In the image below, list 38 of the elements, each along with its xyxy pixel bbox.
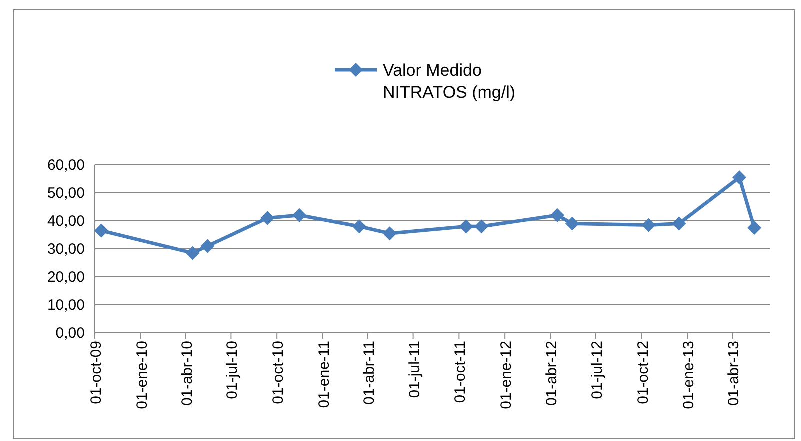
point [474,220,489,234]
legend-label: Valor Medido NITRATOS (mg/l) [383,61,516,102]
point [200,239,215,254]
y-tick-label: 50,00 [47,185,85,202]
x-tick-label: 01-ene-12 [498,341,516,410]
point [642,218,656,232]
point [672,216,686,231]
x-tick-label: 01-oct-09 [88,341,105,404]
point [748,221,762,235]
point [565,216,580,231]
y-tick-label: 20,00 [47,269,85,286]
point [550,208,564,222]
point [459,220,474,234]
x-tick-label: 01-abr-13 [726,341,743,406]
x-tick-label: 01-ene-13 [680,341,698,410]
x-tick-label: 01-oct-10 [270,341,288,404]
point [260,211,275,226]
x-tick-label: 01-jul-11 [406,341,424,398]
x-tick-label: 01-jul-12 [588,341,606,400]
point [352,220,366,234]
x-tick-label: 01-jul-10 [224,341,242,400]
y-tick-label: 30,00 [47,241,85,258]
y-tick-label: 60,00 [47,157,85,174]
x-tick-label: 01-ene-11 [316,341,333,408]
point [186,246,200,260]
x-tick-label: 01-abr-10 [178,341,196,406]
point [94,224,108,238]
x-tick-label: 01-abr-12 [543,341,560,406]
x-tick-label: 01-oct-11 [452,341,470,404]
point [732,170,747,185]
x-tick-label: 01-oct-12 [634,341,652,404]
point [292,208,307,222]
x-tick-label: 01-ene-10 [134,341,151,410]
point [382,226,397,241]
y-tick-label: 0,00 [56,325,85,342]
y-tick-label: 40,00 [47,213,85,230]
x-tick-label: 01-abr-11 [360,341,378,405]
y-tick-label: 10,00 [47,297,85,314]
